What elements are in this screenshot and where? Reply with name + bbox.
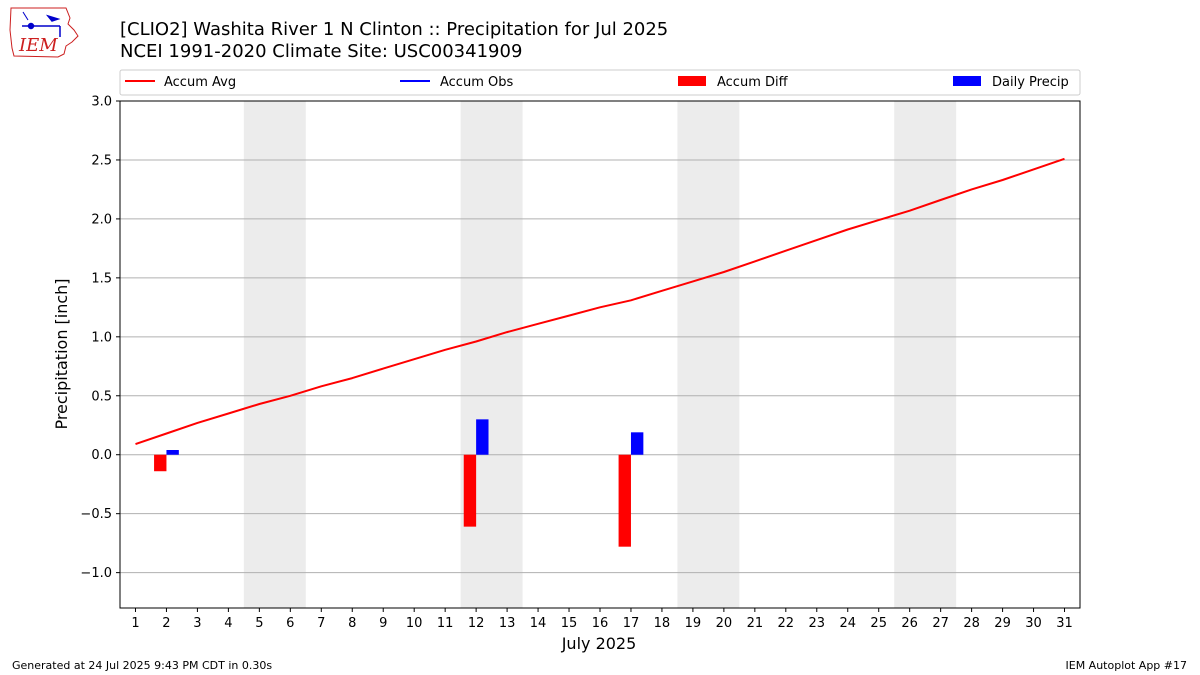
weather-station-icon	[22, 11, 61, 37]
x-tick-label: 20	[716, 616, 733, 631]
y-tick-label: 3.0	[91, 95, 112, 110]
x-axis-label: July 2025	[561, 634, 637, 653]
x-tick-label: 16	[592, 616, 609, 631]
x-tick-label: 30	[1025, 616, 1042, 631]
y-tick-label: −1.0	[80, 566, 112, 581]
x-tick-label: 4	[224, 616, 232, 631]
x-tick-label: 1	[131, 616, 139, 631]
x-tick-label: 31	[1056, 616, 1073, 631]
legend-accum-obs-label: Accum Obs	[440, 75, 513, 90]
accum-avg-line	[135, 157, 1065, 446]
x-tick-label: 25	[870, 616, 887, 631]
weekend-band	[677, 101, 740, 608]
x-tick-label: 12	[468, 616, 485, 631]
y-axis-label: Precipitation [inch]	[52, 278, 71, 429]
accum-diff-bar	[463, 454, 477, 527]
legend: Accum Avg Accum Obs Accum Diff Daily Pre…	[119, 69, 1081, 96]
x-tick-label: 3	[193, 616, 201, 631]
legend-daily-precip-swatch	[953, 76, 981, 86]
y-tick-label: 1.0	[91, 330, 112, 345]
x-tick-label: 27	[932, 616, 949, 631]
accum-diff-bar	[154, 454, 167, 472]
x-tick-label: 23	[809, 616, 826, 631]
x-tick-label: 26	[901, 616, 918, 631]
iem-logo: IEM	[9, 7, 79, 58]
weekend-band	[460, 101, 523, 608]
weekend-band	[894, 101, 957, 608]
x-axis: 1 2 3 4 5 6 7 8 9 10 11 12 13 14 15 16 17 18 19 20 21 22 23 24 2…	[131, 608, 1073, 631]
x-tick-label: 6	[286, 616, 294, 631]
accum-avg-line-group	[135, 157, 1065, 446]
x-tick-label: 5	[255, 616, 263, 631]
legend-daily-precip-label: Daily Precip	[992, 75, 1069, 90]
iowa-outline-icon	[9, 7, 79, 58]
x-tick-label: 17	[623, 616, 640, 631]
weekend-band	[243, 101, 306, 608]
x-tick-label: 22	[778, 616, 795, 631]
x-tick-label: 21	[747, 616, 764, 631]
x-tick-label: 2	[162, 616, 170, 631]
daily-precip-bar	[630, 432, 644, 455]
x-tick-label: 18	[654, 616, 671, 631]
x-tick-label: 9	[379, 616, 387, 631]
x-tick-label: 7	[317, 616, 325, 631]
y-tick-label: 0.5	[91, 389, 112, 404]
legend-accum-avg-label: Accum Avg	[164, 75, 236, 90]
legend-accum-diff-swatch	[678, 76, 706, 86]
y-tick-label: 0.0	[91, 448, 112, 463]
weekend-shading	[243, 101, 957, 608]
x-tick-label: 15	[561, 616, 578, 631]
x-tick-label: 28	[963, 616, 980, 631]
x-tick-label: 19	[685, 616, 702, 631]
chart-title: [CLIO2] Washita River 1 N Clinton :: Pre…	[120, 19, 668, 40]
y-tick-label: −0.5	[80, 507, 112, 522]
y-tick-label: 1.5	[91, 271, 112, 286]
y-tick-label: 2.5	[91, 153, 112, 168]
logo-text: IEM	[18, 35, 58, 56]
footer-app: IEM Autoplot App #17	[1066, 659, 1188, 672]
y-axis: −1.0 −0.5 0.0 0.5 1.0 1.5 2.0 2.5 3.0	[80, 95, 120, 581]
legend-accum-diff-label: Accum Diff	[717, 75, 789, 90]
footer-generated: Generated at 24 Jul 2025 9:43 PM CDT in …	[12, 659, 272, 672]
x-tick-label: 29	[994, 616, 1011, 631]
x-tick-label: 8	[348, 616, 356, 631]
x-tick-label: 13	[499, 616, 516, 631]
daily-precip-bar	[166, 450, 179, 455]
chart-subtitle: NCEI 1991-2020 Climate Site: USC00341909	[120, 41, 522, 62]
legend-box	[119, 69, 1081, 96]
x-tick-label: 10	[406, 616, 423, 631]
x-tick-label: 14	[530, 616, 547, 631]
accum-diff-bar	[618, 454, 631, 547]
y-tick-label: 2.0	[91, 212, 112, 227]
x-tick-label: 24	[839, 616, 856, 631]
bars	[154, 419, 644, 547]
x-tick-label: 11	[437, 616, 454, 631]
daily-precip-bar	[476, 419, 489, 455]
